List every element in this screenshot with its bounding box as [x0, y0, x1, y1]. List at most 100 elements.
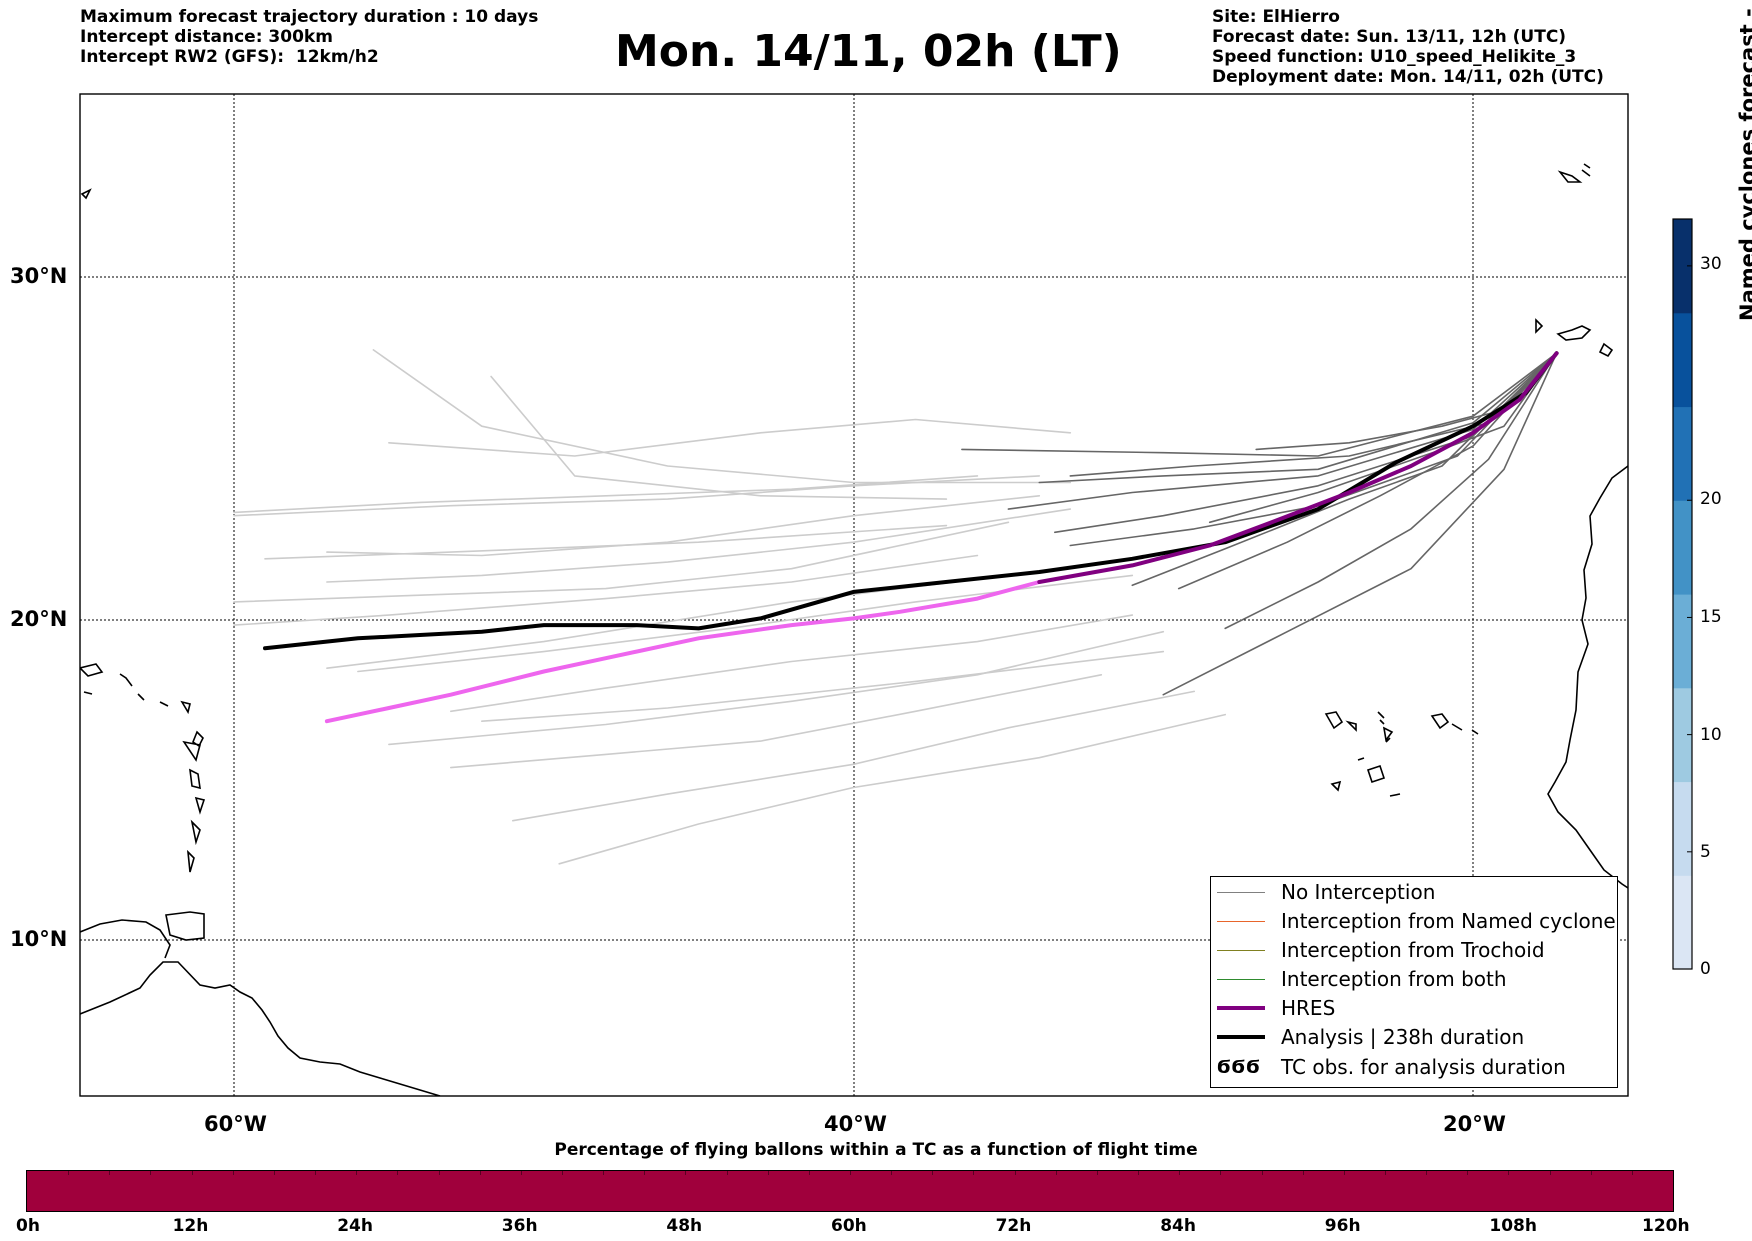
ensemble-track-dark: [1007, 352, 1558, 510]
coast-cape-verde: [1330, 711, 1479, 797]
ensemble-track-dark: [1038, 352, 1558, 484]
speed-function-text: Speed function: U10_speed_Helikite_3: [1212, 47, 1577, 67]
time-strip-minor-tick: [850, 1171, 851, 1175]
ensemble-track-light: [264, 524, 948, 560]
time-strip-tick-label: 120h: [1642, 1216, 1690, 1236]
time-strip-minor-tick: [726, 1171, 728, 1175]
coast-isles-north: [80, 188, 92, 200]
time-strip-minor-tick: [1261, 1171, 1263, 1175]
ensemble-track-light: [511, 690, 1195, 822]
colorbar-tick-20: 20: [1700, 489, 1722, 509]
legend-swatch-analysis: [1217, 1035, 1265, 1039]
legend-swatch-trochoid: [1217, 949, 1265, 951]
time-strip-minor-tick: [356, 1171, 358, 1175]
legend-swatch-both: [1217, 978, 1265, 980]
series-line-analysis-238h-duration: [263, 351, 1559, 651]
trajectories: [233, 349, 1559, 865]
time-strip-tick-label: 84h: [1160, 1216, 1196, 1236]
legend-swatch-no-interception: [1217, 891, 1265, 893]
legend-label: Interception from both: [1281, 967, 1507, 991]
colorbar-segment: [1673, 781, 1692, 876]
time-strip-minor-tick: [1179, 1171, 1181, 1175]
time-strip-minor-tick: [1138, 1171, 1140, 1175]
legend-item-both: Interception from both: [1211, 965, 1617, 993]
time-strip-minor-tick: [891, 1171, 893, 1175]
series-line-hres: [1037, 351, 1559, 584]
time-strip-minor-tick: [68, 1171, 70, 1175]
time-strip-minor-tick: [561, 1171, 563, 1175]
deployment-date-text: Deployment date: Mon. 14/11, 02h (UTC): [1212, 67, 1604, 87]
ensemble-track-light: [233, 475, 979, 514]
ensemble-track-light: [233, 554, 979, 626]
coast-puerto-rico: [80, 663, 104, 677]
ensemble-track-dark: [1054, 352, 1558, 534]
time-strip-bar: [26, 1170, 1674, 1212]
time-strip-minor-tick: [808, 1171, 810, 1175]
legend: No Interception Interception from Named …: [1210, 876, 1618, 1088]
colorbar-segment: [1673, 687, 1692, 783]
time-strip-minor-tick: [767, 1171, 769, 1175]
coast-south-america: [80, 961, 441, 1096]
coast-lesser-antilles: [180, 700, 206, 873]
legend-item-analysis: Analysis | 238h duration: [1211, 1023, 1617, 1051]
intercept-distance-text: Intercept distance: 300km: [80, 27, 333, 47]
ensemble-track-dark: [1177, 352, 1558, 590]
colorbar-segment: [1673, 875, 1692, 970]
ensemble-track-light: [326, 494, 1041, 557]
time-strip-tick-label: 96h: [1324, 1216, 1361, 1236]
legend-item-hres: HRES: [1211, 994, 1617, 1022]
time-strip-minor-tick: [1549, 1171, 1551, 1175]
time-strip-minor-tick: [1508, 1171, 1510, 1175]
legend-item-trochoid: Interception from Trochoid: [1211, 936, 1617, 964]
ensemble-track-dark: [961, 352, 1558, 457]
legend-label: No Interception: [1281, 880, 1436, 904]
ensemble-track-light: [558, 713, 1226, 865]
time-strip-tick-label: 24h: [337, 1216, 373, 1236]
colorbar-segment: [1673, 406, 1692, 501]
legend-item-named-cyclone: Interception from Named cyclone: [1211, 907, 1617, 935]
lat-label-30: 30°N: [10, 264, 68, 288]
time-strip-minor-tick: [1014, 1171, 1016, 1175]
coast-madeira: [1557, 163, 1591, 183]
time-strip-tick-label: 48h: [666, 1216, 703, 1236]
coast-cape-verde-west: [1324, 711, 1357, 732]
lat-label-10: 10°N: [10, 927, 68, 951]
intercept-rw2-text: Intercept RW2 (GFS): 12km/h2: [80, 47, 379, 67]
legend-label: TC obs. for analysis duration: [1281, 1055, 1566, 1079]
coast-west-africa: [1547, 465, 1628, 889]
time-strip-minor-tick: [1426, 1171, 1428, 1175]
colorbar-tick-15: 15: [1700, 607, 1722, 627]
ensemble-track-light: [233, 475, 1041, 517]
max-duration-text: Maximum forecast trajectory duration : 1…: [80, 7, 539, 27]
time-strip-minor-tick: [1096, 1171, 1098, 1175]
time-strip-minor-tick: [932, 1171, 934, 1175]
time-strip-minor-tick: [109, 1171, 111, 1175]
ensemble-track-light: [357, 574, 1134, 673]
lon-label-20w: 20°W: [1443, 1112, 1506, 1136]
ensemble-track-light: [480, 650, 1165, 723]
main-title: Mon. 14/11, 02h (LT): [615, 26, 1122, 77]
ensemble-track-light: [388, 630, 1165, 746]
legend-swatch-named-cyclone: [1217, 920, 1265, 922]
coast-caribbean-small: [83, 673, 169, 707]
time-strip-tick-label: 0h: [16, 1216, 40, 1236]
time-strip-minor-tick: [520, 1171, 522, 1175]
lon-label-60w: 60°W: [204, 1112, 267, 1136]
time-strip-minor-tick: [1384, 1171, 1386, 1175]
ensemble-track-light: [233, 521, 1010, 603]
ensemble-track-dark: [1255, 352, 1558, 451]
time-strip-minor-tick: [685, 1171, 687, 1175]
time-strip-minor-tick: [479, 1171, 481, 1175]
time-strip-minor-tick: [1467, 1171, 1469, 1175]
time-strip-minor-tick: [973, 1171, 975, 1175]
legend-swatch-hres: [1217, 1006, 1265, 1010]
time-strip-tick-label: 108h: [1489, 1216, 1537, 1236]
coast-trinidad: [165, 911, 205, 941]
colorbar-tick-10: 10: [1700, 725, 1722, 745]
time-strip-minor-tick: [150, 1171, 152, 1175]
time-strip-minor-tick: [603, 1171, 605, 1175]
ensemble-track-dark: [1131, 352, 1558, 587]
ensemble-track-light: [326, 574, 1010, 670]
header-left-info: Maximum forecast trajectory duration : 1…: [80, 7, 538, 67]
ensemble-track-dark: [1208, 352, 1558, 524]
